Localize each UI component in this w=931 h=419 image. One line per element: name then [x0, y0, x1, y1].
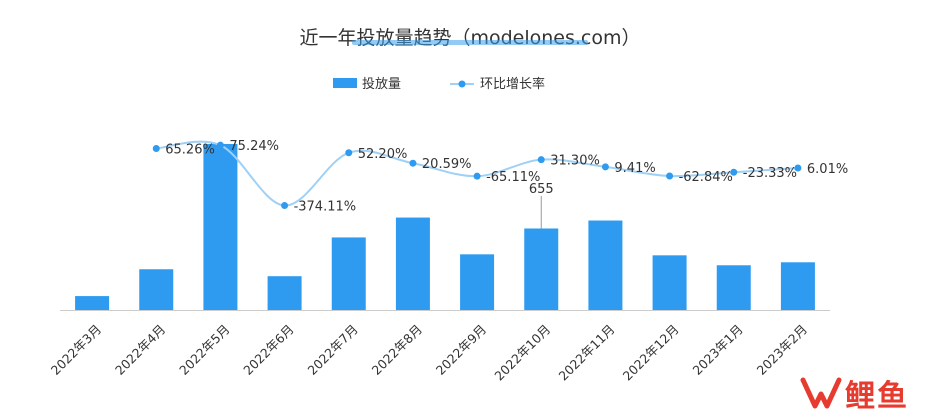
growth-line-series — [152, 140, 802, 210]
bar[interactable] — [203, 143, 238, 310]
growth-point[interactable] — [537, 156, 545, 164]
growth-data-label: 75.24% — [229, 139, 279, 154]
watermark-text: 鲤鱼 — [845, 379, 909, 414]
growth-point[interactable] — [794, 164, 802, 172]
growth-data-label: 31.30% — [550, 154, 600, 169]
growth-point[interactable] — [409, 159, 417, 167]
watermark-logo: 鲤鱼 — [799, 371, 909, 415]
growth-data-label: 9.41% — [614, 161, 655, 176]
bar[interactable] — [139, 269, 174, 310]
growth-data-label: -23.33% — [743, 166, 797, 181]
x-tick-label: 2022年10月 — [491, 322, 553, 384]
bar[interactable] — [588, 220, 623, 310]
data-labels: 65.26% 75.24% -374.11% 52.20% 20.59% -65.11% 3… — [165, 139, 848, 214]
x-tick-label: 2022年3月 — [48, 322, 104, 378]
x-tick-label: 2022年8月 — [369, 322, 425, 378]
legend-line-marker — [458, 80, 466, 88]
growth-data-label: 65.26% — [165, 142, 215, 157]
x-tick-label: 2023年1月 — [689, 322, 745, 378]
bar-series — [75, 143, 815, 310]
x-tick-label: 2022年11月 — [556, 322, 618, 384]
legend-line-label[interactable]: 环比增长率 — [480, 76, 545, 92]
x-tick-label: 2022年12月 — [620, 322, 682, 384]
x-tick-label: 2022年7月 — [304, 322, 360, 378]
legend-bar-swatch[interactable] — [333, 78, 357, 88]
bar[interactable] — [267, 276, 302, 310]
growth-point[interactable] — [216, 141, 224, 149]
bar[interactable] — [75, 296, 110, 310]
growth-data-label: -65.11% — [486, 170, 540, 185]
bar[interactable] — [395, 217, 430, 310]
logo-flame-icon — [800, 377, 842, 409]
growth-data-label: -62.84% — [679, 170, 733, 185]
x-tick-label: 2022年9月 — [433, 322, 489, 378]
growth-data-label: 52.20% — [358, 147, 408, 162]
growth-point[interactable] — [730, 168, 738, 176]
x-tick-label: 2023年2月 — [754, 322, 810, 378]
bar[interactable] — [652, 255, 687, 310]
growth-point[interactable] — [666, 172, 674, 180]
x-axis-ticks: 2022年3月 2022年4月 2022年5月 2022年6月 2022年7月 2022年… — [48, 322, 810, 384]
annotation: 655 — [529, 182, 554, 229]
growth-data-label: -374.11% — [294, 200, 357, 215]
title-underline — [352, 40, 588, 45]
bar[interactable] — [716, 265, 751, 310]
bar[interactable] — [780, 262, 815, 310]
annotation-label: 655 — [529, 182, 554, 197]
chart-title: 近一年投放量趋势（modelones.com） — [299, 27, 640, 49]
bar[interactable] — [331, 237, 366, 310]
x-tick-label: 2022年4月 — [112, 322, 168, 378]
bar[interactable] — [460, 254, 495, 310]
growth-point[interactable] — [152, 144, 160, 152]
growth-data-label: 20.59% — [422, 157, 472, 172]
growth-point[interactable] — [601, 163, 609, 171]
x-tick-label: 2022年6月 — [240, 322, 296, 378]
legend-bar-label[interactable]: 投放量 — [362, 76, 401, 92]
growth-point[interactable] — [473, 172, 481, 180]
growth-data-label: 6.01% — [807, 162, 848, 177]
legend: 投放量 环比增长率 — [333, 76, 545, 92]
x-tick-label: 2022年5月 — [176, 322, 232, 378]
bar[interactable] — [524, 228, 559, 310]
growth-point[interactable] — [281, 202, 289, 210]
growth-point[interactable] — [345, 149, 353, 157]
